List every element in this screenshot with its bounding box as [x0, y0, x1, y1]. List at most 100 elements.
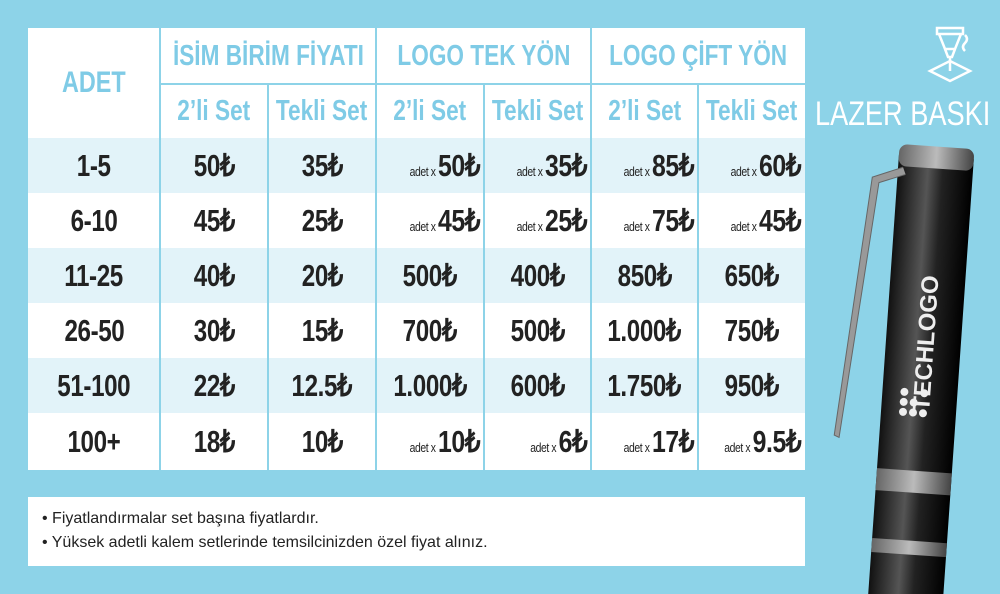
price-cell: 22₺: [160, 358, 268, 413]
price-value: 1.000₺: [607, 312, 682, 348]
price-prefix: adet x: [730, 218, 757, 234]
price-value: 45₺: [437, 202, 481, 238]
divider: [483, 84, 485, 470]
price-cell: 500₺: [376, 248, 484, 303]
divider: [375, 28, 377, 470]
price-prefix: adet x: [409, 439, 436, 455]
price-prefix: adet x: [730, 163, 757, 179]
price-cell: 650₺: [698, 248, 805, 303]
price: 750₺: [724, 312, 779, 349]
price-value: 10₺: [301, 423, 343, 459]
adet-value: 51-100: [57, 367, 131, 403]
price-cell: adet x9.5₺: [698, 413, 805, 470]
adet-cell: 100+: [28, 413, 160, 470]
price-value: 12.5₺: [291, 367, 353, 403]
price-cell: 1.750₺: [591, 358, 698, 413]
adet-value: 11-25: [64, 257, 124, 293]
price-cell: adet x10₺: [376, 413, 484, 470]
row-background: [28, 358, 805, 413]
header-group: LOGO ÇİFT YÖN: [591, 28, 805, 84]
adet-value: 6-10: [70, 202, 118, 238]
price: adet x17₺: [623, 424, 694, 460]
price: adet x85₺: [623, 148, 694, 184]
price: 35₺: [301, 147, 343, 184]
price-value: 650₺: [724, 257, 779, 293]
price-value: 30₺: [193, 312, 235, 348]
price-cell: 850₺: [591, 248, 698, 303]
price: 25₺: [301, 202, 343, 239]
price-value: 25₺: [544, 202, 588, 238]
divider: [160, 83, 805, 85]
price: adet x75₺: [623, 203, 694, 239]
price-prefix: adet x: [516, 163, 543, 179]
price-value: 600₺: [510, 367, 565, 403]
price-cell: adet x85₺: [591, 138, 698, 193]
price-value: 6₺: [558, 423, 587, 459]
price-value: 500₺: [510, 312, 565, 348]
header-sub: 2’li Set: [591, 84, 698, 138]
price-prefix: adet x: [724, 439, 750, 455]
divider: [267, 84, 269, 470]
price: 1.000₺: [393, 368, 467, 404]
price: 650₺: [724, 257, 779, 294]
price: 500₺: [402, 257, 458, 294]
price-value: 50₺: [193, 147, 235, 183]
group-label: LOGO ÇİFT YÖN: [608, 39, 788, 72]
price-cell: adet x6₺: [484, 413, 591, 470]
price-cell: 10₺: [268, 413, 376, 470]
price-cell: 750₺: [698, 303, 805, 358]
row-background: [28, 138, 805, 193]
price-cell: 1.000₺: [591, 303, 698, 358]
price-value: 40₺: [193, 257, 235, 293]
price: 600₺: [510, 367, 565, 404]
price: adet x60₺: [730, 148, 801, 184]
price-value: 20₺: [301, 257, 343, 293]
price: 22₺: [193, 368, 235, 404]
price-cell: 400₺: [484, 248, 591, 303]
sub-label: Tekli Set: [491, 94, 584, 127]
divider: [590, 28, 592, 470]
price-value: 700₺: [402, 312, 458, 348]
sub-label: 2’li Set: [608, 94, 681, 127]
sub-label: 2’li Set: [177, 94, 251, 127]
price-value: 950₺: [724, 367, 779, 403]
price-cell: 600₺: [484, 358, 591, 413]
price-value: 500₺: [402, 257, 458, 293]
price-prefix: adet x: [409, 163, 436, 179]
price-value: 850₺: [617, 257, 672, 293]
adet-value: 100+: [67, 423, 121, 459]
price-value: 18₺: [193, 423, 235, 459]
adet-value: 1-5: [77, 147, 111, 183]
price-value: 400₺: [510, 257, 565, 293]
price-cell: 700₺: [376, 303, 484, 358]
price-cell: adet x75₺: [591, 193, 698, 248]
price-value: 50₺: [437, 147, 481, 183]
price-cell: 500₺: [484, 303, 591, 358]
pen-image: TECHLOGO: [833, 144, 974, 594]
sub-label: Tekli Set: [705, 94, 798, 127]
divider: [697, 84, 699, 470]
price-value: 1.000₺: [393, 367, 467, 403]
price-cell: adet x50₺: [376, 138, 484, 193]
header-adet: ADET: [28, 28, 160, 138]
price-value: 35₺: [301, 147, 343, 183]
price-prefix: adet x: [623, 439, 650, 455]
price: 45₺: [193, 203, 235, 239]
price-value: 60₺: [758, 147, 802, 183]
note: • Fiyatlandırmalar set başına fiyatlardı…: [42, 510, 319, 527]
price-value: 1.750₺: [607, 367, 682, 403]
row-background: [28, 248, 805, 303]
price: adet x45₺: [730, 203, 801, 239]
price: 400₺: [510, 257, 565, 294]
price: 50₺: [193, 147, 235, 184]
price: 12.5₺: [291, 367, 353, 404]
price-cell: 12.5₺: [268, 358, 376, 413]
laser-engraving-icon: [927, 26, 973, 83]
price-value: 750₺: [724, 312, 779, 348]
price-value: 75₺: [651, 202, 695, 238]
price-cell: 20₺: [268, 248, 376, 303]
price-cell: adet x60₺: [698, 138, 805, 193]
price-cell: 45₺: [160, 193, 268, 248]
group-label: LOGO TEK YÖN: [396, 39, 571, 72]
price-value: 25₺: [301, 202, 343, 238]
